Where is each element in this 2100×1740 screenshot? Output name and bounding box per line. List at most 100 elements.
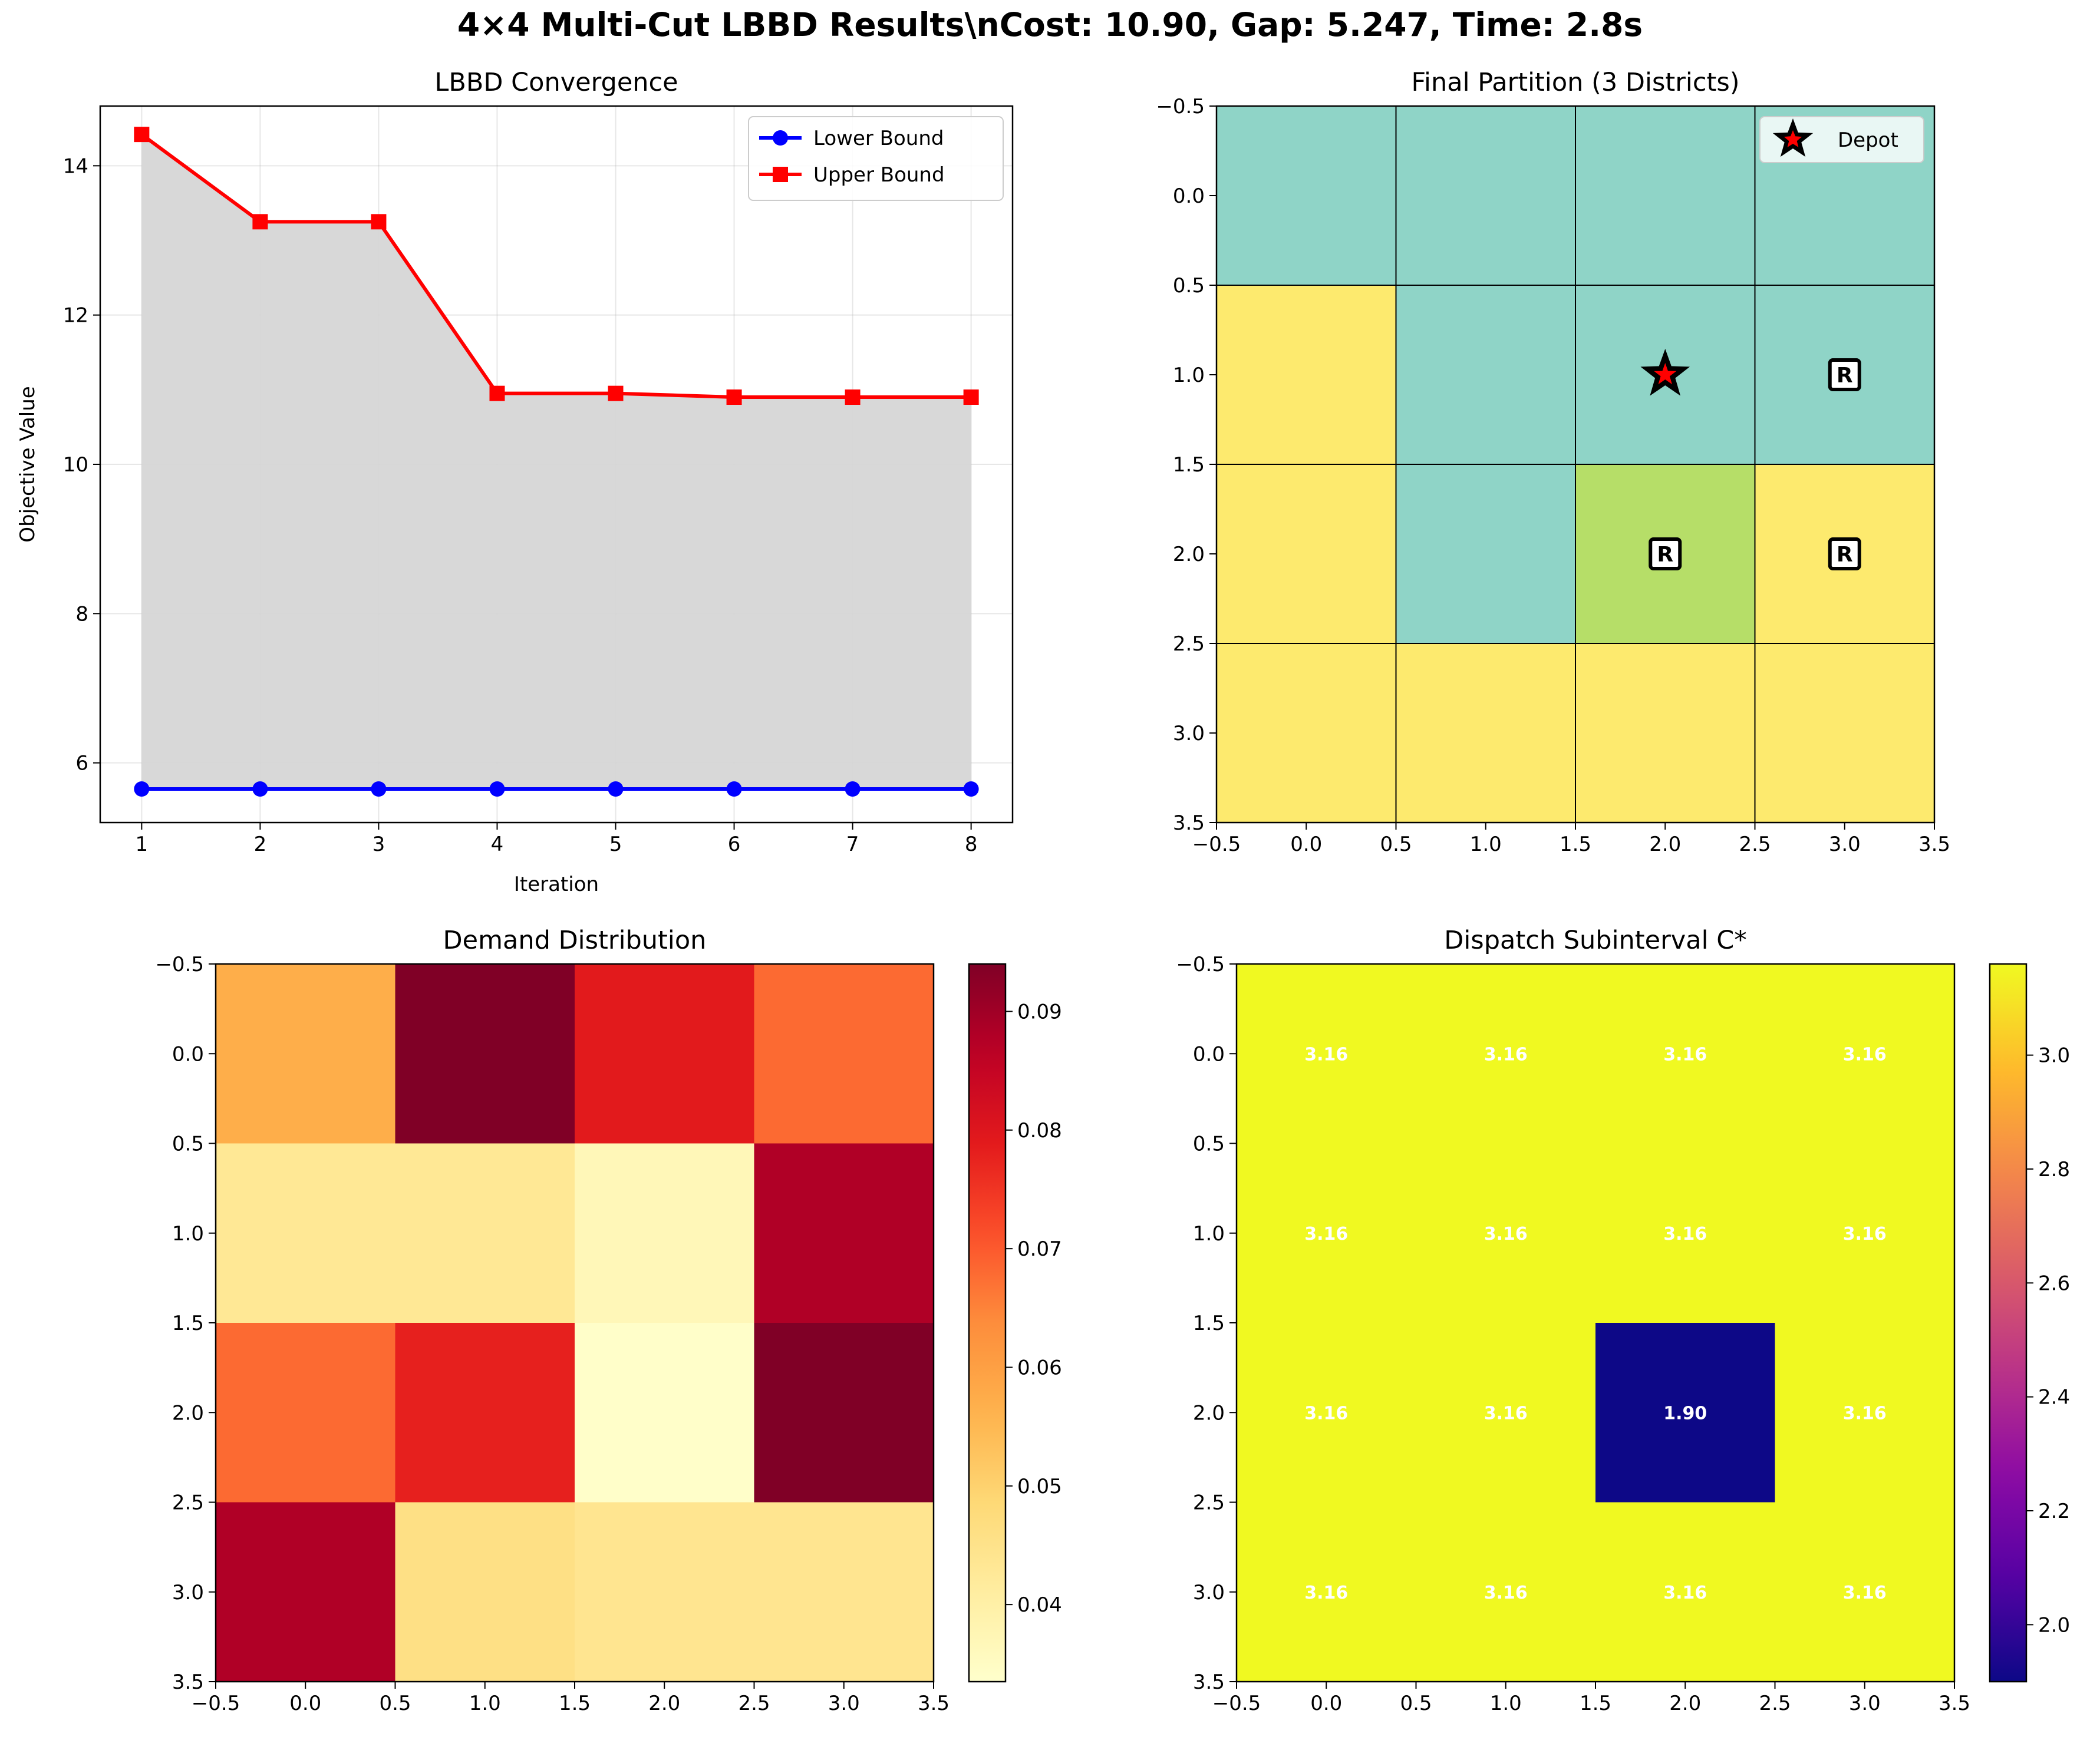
dispatch-cell-label: 3.16 — [1304, 1583, 1348, 1603]
dispatch-colorbar-label: 2.0 — [2038, 1613, 2070, 1637]
demand-colorbar-label: 0.04 — [1017, 1593, 1062, 1617]
demand-cell — [754, 1502, 934, 1682]
dispatch-cell — [1595, 1502, 1775, 1682]
series-point-0 — [252, 781, 268, 797]
dispatch-xtick-label: 2.0 — [1669, 1692, 1701, 1715]
partition-cell — [1217, 106, 1396, 286]
partition-ytick-label: 3.5 — [1173, 811, 1205, 835]
convergence-ytick-label: 14 — [63, 154, 88, 178]
partition-xtick-label: 0.0 — [1290, 833, 1322, 856]
series-point-0 — [726, 781, 742, 797]
demand-colorbar-label: 0.09 — [1017, 1001, 1062, 1024]
partition-cell — [1575, 643, 1755, 823]
dispatch-cell-label: 3.16 — [1663, 1224, 1707, 1244]
dispatch-colorbar-label: 2.2 — [2038, 1500, 2070, 1523]
demand-xtick-label: 3.0 — [828, 1692, 860, 1715]
series-point-1 — [845, 389, 861, 405]
series-point-0 — [134, 781, 150, 797]
partition-cell — [1396, 285, 1576, 465]
dispatch-ytick-label: 2.0 — [1193, 1401, 1225, 1425]
dispatch-xtick-label: 1.0 — [1490, 1692, 1522, 1715]
demand-cell — [575, 1143, 754, 1323]
legend-box — [748, 116, 1004, 201]
dispatch-cell-label: 3.16 — [1663, 1583, 1707, 1603]
series-point-1 — [489, 385, 505, 401]
partition-ytick-label: 2.5 — [1173, 632, 1205, 656]
dispatch-xtick-label: −0.5 — [1212, 1692, 1261, 1715]
dispatch-colorbar — [1989, 963, 2028, 1683]
partition-legend: Depot — [1759, 116, 1924, 163]
dispatch-cell — [1237, 1502, 1416, 1682]
convergence-xtick-label: 5 — [609, 833, 622, 856]
dispatch-xtick-label: 3.0 — [1849, 1692, 1881, 1715]
demand-cell — [575, 1502, 754, 1682]
depot-star-center — [1654, 363, 1677, 385]
dispatch-cell-label: 3.16 — [1484, 1044, 1528, 1065]
demand-chart: −0.5 0.0 0.5 1.0 1.5 2.0 2.5 3.0 3.5−0.50.00.51.… — [155, 926, 1061, 1715]
partition-ytick-label: 1.5 — [1173, 453, 1205, 477]
restaurant-marker — [1828, 358, 1861, 391]
convergence-ytick-label: 6 — [75, 752, 88, 775]
series-point-0 — [845, 781, 861, 797]
partition-cell — [1575, 106, 1755, 286]
dispatch-cell — [1595, 1323, 1775, 1503]
dispatch-cell-label: 3.16 — [1484, 1583, 1528, 1603]
legend-marker-0 — [773, 130, 788, 146]
convergence-title: LBBD Convergence — [434, 68, 678, 97]
partition-ytick-label: 1.0 — [1173, 364, 1205, 387]
convergence-ytick-label: 10 — [63, 453, 88, 477]
demand-cell — [395, 1143, 575, 1323]
dispatch-ytick-label: 1.0 — [1193, 1222, 1225, 1246]
restaurant-marker — [1649, 537, 1682, 570]
convergence-xtick-label: 2 — [254, 833, 267, 856]
dispatch-cell — [1416, 964, 1596, 1144]
dispatch-xtick-label: 3.5 — [1939, 1692, 1970, 1715]
demand-cell — [395, 1323, 575, 1503]
dispatch-cell-label: 3.16 — [1843, 1583, 1887, 1603]
dispatch-cell-label: 3.16 — [1843, 1403, 1887, 1424]
demand-ytick-label: 2.5 — [172, 1491, 204, 1515]
partition-title: Final Partition (3 Districts) — [1411, 68, 1739, 97]
dispatch-cell — [1595, 964, 1775, 1144]
partition-cell — [1755, 643, 1935, 823]
restaurant-marker-label: R — [1657, 543, 1673, 567]
restaurant-marker-label: R — [1837, 364, 1853, 388]
partition-xtick-label: 2.0 — [1649, 833, 1681, 856]
demand-cell — [395, 964, 575, 1144]
convergence-ylabel: Objective Value — [16, 386, 39, 542]
dispatch-ytick-label: 0.5 — [1193, 1133, 1225, 1156]
dispatch-cell — [1416, 1502, 1596, 1682]
dispatch-cell-label: 3.16 — [1304, 1044, 1348, 1065]
demand-xtick-label: 0.0 — [289, 1692, 321, 1715]
restaurant-marker — [1828, 537, 1861, 570]
series-point-1 — [371, 214, 387, 230]
dispatch-xtick-label: 0.0 — [1310, 1692, 1342, 1715]
demand-cell — [754, 1143, 934, 1323]
demand-colorbar-label: 0.06 — [1017, 1356, 1062, 1379]
dispatch-xtick-label: 1.5 — [1580, 1692, 1611, 1715]
demand-ytick-label: 0.5 — [172, 1133, 204, 1156]
partition-cell — [1396, 106, 1576, 286]
dispatch-xtick-label: 0.5 — [1400, 1692, 1432, 1715]
demand-ytick-label: 2.0 — [172, 1401, 204, 1425]
dispatch-colorbar-label: 2.8 — [2038, 1158, 2070, 1181]
dispatch-cell-label: 3.16 — [1484, 1403, 1528, 1424]
demand-cell — [216, 964, 395, 1144]
dispatch-cell — [1775, 1502, 1955, 1682]
demand-cell — [216, 1323, 395, 1503]
demand-ytick-label: 3.5 — [172, 1670, 204, 1694]
convergence-ytick-label: 12 — [63, 304, 88, 328]
demand-cell — [395, 1502, 575, 1682]
figure-title: 4×4 Multi-Cut LBBD Results\nCost: 10.90,… — [457, 6, 1643, 44]
convergence-xtick-label: 7 — [846, 833, 859, 856]
demand-cell — [575, 1323, 754, 1503]
dispatch-cell-label: 3.16 — [1843, 1044, 1887, 1065]
dispatch-colorbar-label: 2.4 — [2038, 1386, 2070, 1409]
partition-cell — [1217, 285, 1396, 465]
legend-label-1: Upper Bound — [813, 163, 945, 187]
demand-xtick-label: 1.5 — [559, 1692, 591, 1715]
dispatch-cell-label: 3.16 — [1663, 1044, 1707, 1065]
demand-ytick-label: −0.5 — [155, 953, 204, 976]
